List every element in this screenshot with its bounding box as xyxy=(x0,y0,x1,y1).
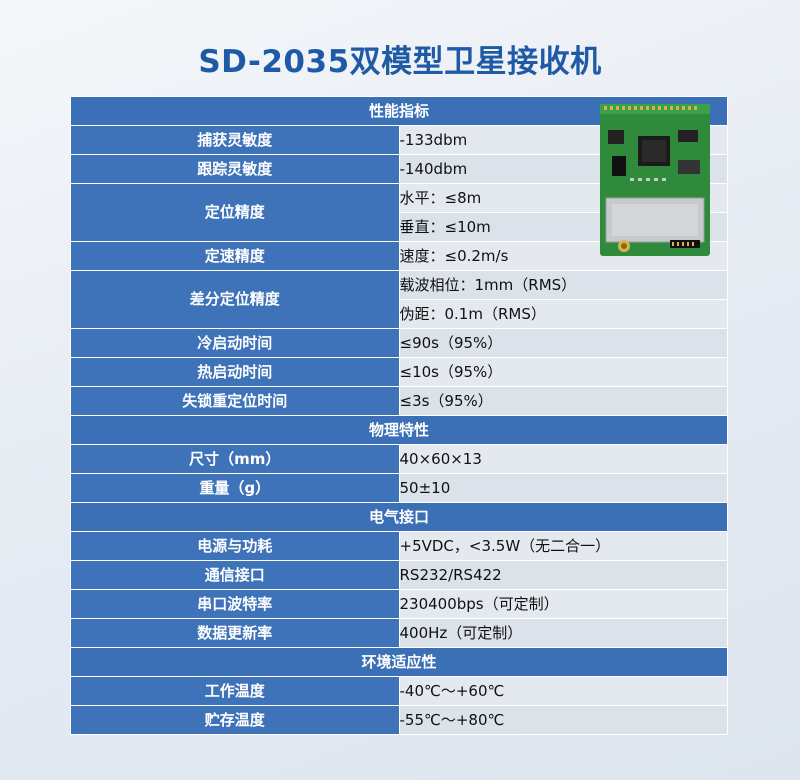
row-label: 串口波特率 xyxy=(70,589,400,619)
table-row: 重量（g） 50±10 xyxy=(70,473,728,503)
receiver-board-image xyxy=(600,104,710,256)
row-label: 工作温度 xyxy=(70,676,400,706)
row-value: +5VDC，<3.5W（无二合一） xyxy=(398,531,728,561)
row-label: 贮存温度 xyxy=(70,705,400,735)
row-value: -55℃～+80℃ xyxy=(398,705,728,735)
table-row: 串口波特率 230400bps（可定制） xyxy=(70,589,728,619)
section-electrical: 电气接口 xyxy=(70,502,728,532)
row-label: 通信接口 xyxy=(70,560,400,590)
table-row: 贮存温度 -55℃～+80℃ xyxy=(70,705,728,735)
row-value: 40×60×13 xyxy=(398,444,728,474)
row-label: 电源与功耗 xyxy=(70,531,400,561)
row-label: 捕获灵敏度 xyxy=(70,125,400,155)
table-row: 捕获灵敏度 -133dbm xyxy=(70,125,728,155)
row-label: 差分定位精度 xyxy=(70,270,400,329)
table-row: 冷启动时间 ≤90s（95%） xyxy=(70,328,728,358)
row-label: 定速精度 xyxy=(70,241,400,271)
table-row: 工作温度 -40℃～+60℃ xyxy=(70,676,728,706)
row-label: 冷启动时间 xyxy=(70,328,400,358)
row-label: 失锁重定位时间 xyxy=(70,386,400,416)
spec-table: 性能指标 捕获灵敏度 -133dbm 跟踪灵敏度 -140dbm 定位精度 水平… xyxy=(70,96,728,735)
row-value: ≤3s（95%） xyxy=(398,386,728,416)
row-label: 尺寸（mm） xyxy=(70,444,400,474)
row-value: ≤10s（95%） xyxy=(398,357,728,387)
row-label: 定位精度 xyxy=(70,183,400,242)
table-row: 差分定位精度 载波相位：1mm（RMS） xyxy=(70,270,728,329)
section-physical: 物理特性 xyxy=(70,415,728,445)
row-value: ≤90s（95%） xyxy=(398,328,728,358)
table-row: 电源与功耗 +5VDC，<3.5W（无二合一） xyxy=(70,531,728,561)
row-value: RS232/RS422 xyxy=(398,560,728,590)
table-row: 热启动时间 ≤10s（95%） xyxy=(70,357,728,387)
section-environment: 环境适应性 xyxy=(70,647,728,677)
row-label: 热启动时间 xyxy=(70,357,400,387)
section-row: 电气接口 xyxy=(70,502,728,532)
table-row: 数据更新率 400Hz（可定制） xyxy=(70,618,728,648)
row-label: 跟踪灵敏度 xyxy=(70,154,400,184)
row-value: 50±10 xyxy=(398,473,728,503)
table-row: 失锁重定位时间 ≤3s（95%） xyxy=(70,386,728,416)
row-value: 400Hz（可定制） xyxy=(398,618,728,648)
row-label: 数据更新率 xyxy=(70,618,400,648)
section-row: 物理特性 xyxy=(70,415,728,445)
row-value: -40℃～+60℃ xyxy=(398,676,728,706)
table-row: 尺寸（mm） 40×60×13 xyxy=(70,444,728,474)
row-value: 载波相位：1mm（RMS） xyxy=(398,270,728,300)
row-value: 伪距：0.1m（RMS） xyxy=(398,299,728,329)
table-row: 伪距：0.1m（RMS） xyxy=(71,299,728,329)
page-title: SD-2035双模型卫星接收机 xyxy=(198,44,602,80)
row-label: 重量（g） xyxy=(70,473,400,503)
section-row: 环境适应性 xyxy=(70,647,728,677)
row-value: 230400bps（可定制） xyxy=(398,589,728,619)
table-row: 通信接口 RS232/RS422 xyxy=(70,560,728,590)
